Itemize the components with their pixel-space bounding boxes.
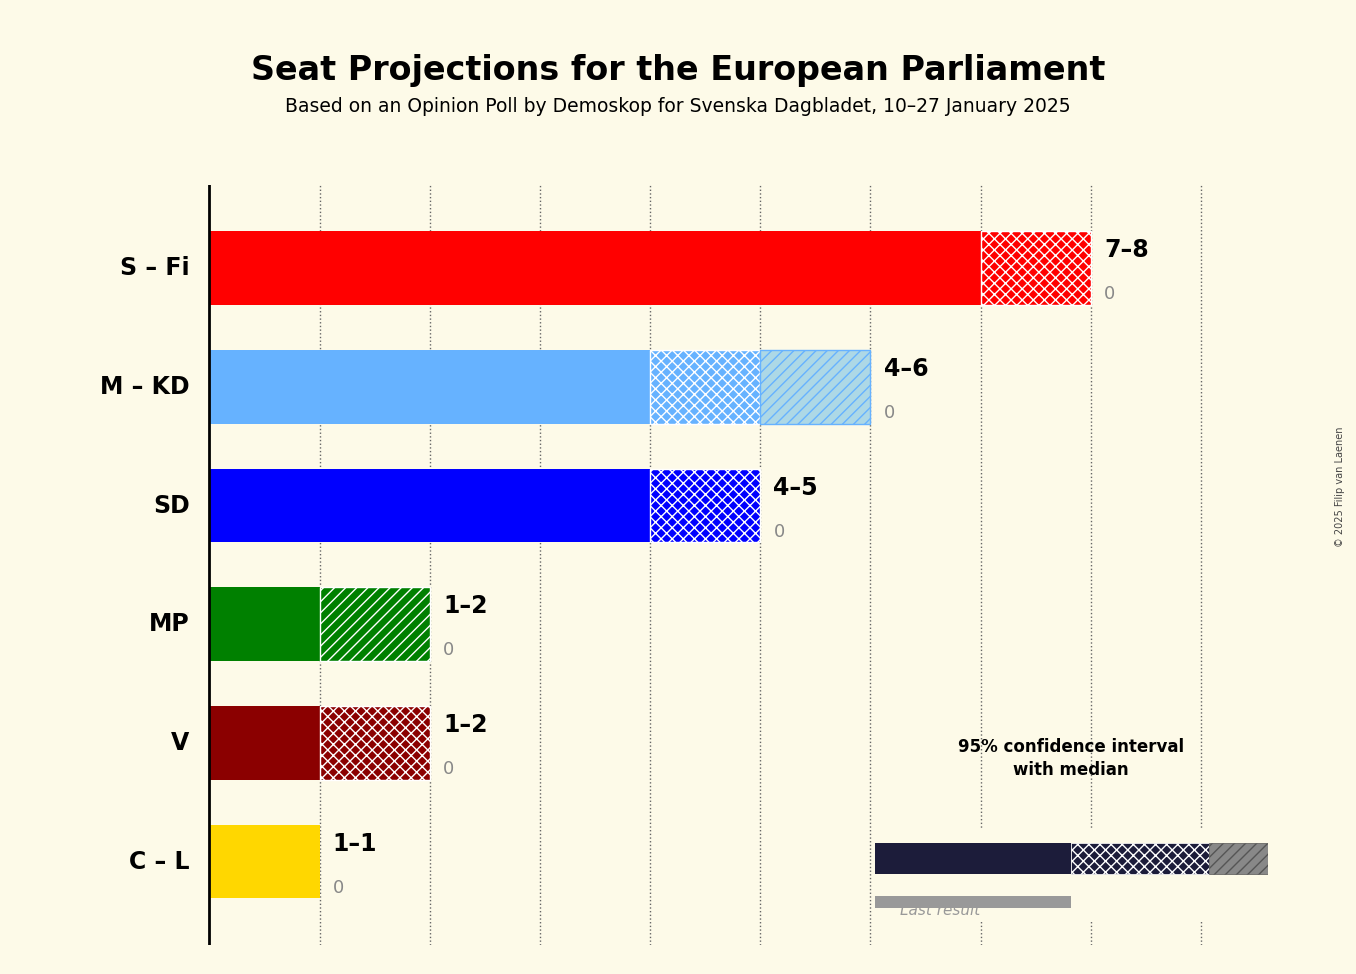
Text: V: V xyxy=(171,730,190,755)
Bar xyxy=(1210,843,1268,875)
Text: MP: MP xyxy=(149,613,190,636)
Text: Seat Projections for the European Parliament: Seat Projections for the European Parlia… xyxy=(251,54,1105,87)
Text: 0: 0 xyxy=(332,879,344,897)
Text: SD: SD xyxy=(153,494,190,517)
Text: M – KD: M – KD xyxy=(100,375,190,399)
Text: 0: 0 xyxy=(884,404,895,422)
Bar xyxy=(209,350,650,424)
Bar xyxy=(875,896,1071,908)
Text: 0: 0 xyxy=(1104,285,1115,303)
Text: 4–6: 4–6 xyxy=(884,357,929,381)
Text: 0: 0 xyxy=(443,642,454,659)
Bar xyxy=(875,843,1071,875)
Text: 95% confidence interval
with median: 95% confidence interval with median xyxy=(959,737,1184,779)
Text: 4–5: 4–5 xyxy=(773,475,818,500)
Text: Based on an Opinion Poll by Demoskop for Svenska Dagbladet, 10–27 January 2025: Based on an Opinion Poll by Demoskop for… xyxy=(285,97,1071,117)
Bar xyxy=(209,587,320,661)
Text: 0: 0 xyxy=(773,523,785,541)
Text: Last result: Last result xyxy=(899,903,980,918)
Text: 1–1: 1–1 xyxy=(332,832,377,856)
Text: © 2025 Filip van Laenen: © 2025 Filip van Laenen xyxy=(1336,427,1345,547)
Text: S – Fi: S – Fi xyxy=(119,256,190,281)
Bar xyxy=(209,706,320,780)
Bar xyxy=(980,232,1090,305)
Bar xyxy=(761,350,871,424)
Bar xyxy=(209,232,980,305)
Bar xyxy=(650,350,761,424)
Bar xyxy=(320,587,430,661)
Text: 0: 0 xyxy=(443,760,454,778)
Text: 7–8: 7–8 xyxy=(1104,239,1149,262)
Bar xyxy=(320,706,430,780)
Text: 1–2: 1–2 xyxy=(443,594,487,618)
Text: 1–2: 1–2 xyxy=(443,713,487,737)
Bar xyxy=(209,825,320,898)
Text: C – L: C – L xyxy=(129,849,190,874)
Bar xyxy=(209,468,650,543)
Bar xyxy=(1071,843,1210,875)
Bar xyxy=(650,468,761,543)
